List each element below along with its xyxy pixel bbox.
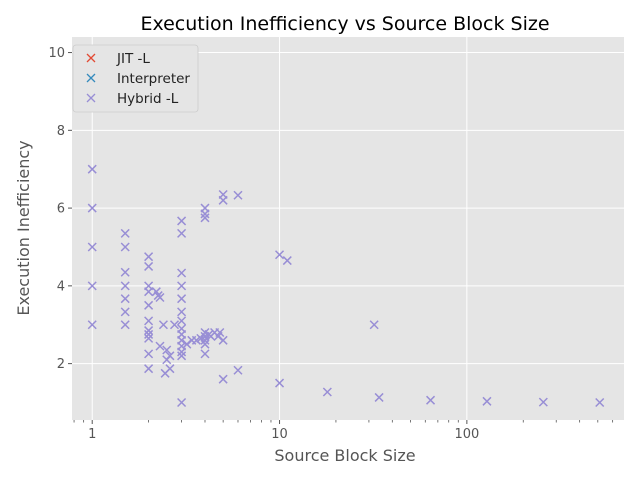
data-point-marker (144, 316, 154, 326)
data-point-marker (282, 256, 292, 266)
data-point-marker (177, 351, 187, 361)
x-tick-label: 100 (454, 427, 479, 442)
data-point-marker (215, 327, 225, 338)
data-point-marker (155, 341, 165, 351)
legend-marker (86, 73, 96, 83)
data-point-marker (218, 374, 228, 384)
data-point-marker (169, 320, 180, 330)
data-point-marker (144, 252, 154, 262)
x-tick-label: 1 (88, 427, 96, 442)
legend-marker (86, 93, 96, 103)
data-point-marker (177, 268, 187, 278)
data-point-marker (120, 320, 130, 330)
data-point-marker (162, 355, 172, 365)
data-point-marker (177, 281, 187, 291)
data-point-marker (177, 316, 187, 326)
legend-marker (86, 53, 96, 63)
data-point-marker (87, 242, 97, 252)
y-tick-label: 4 (57, 279, 65, 294)
y-tick-label: 8 (57, 124, 65, 139)
data-points (87, 164, 605, 408)
data-point-marker (233, 365, 243, 375)
data-point-marker (87, 203, 97, 213)
data-point-marker (120, 281, 130, 291)
data-point-marker (218, 195, 228, 205)
data-point-marker (177, 347, 187, 357)
data-point-marker (218, 335, 228, 345)
data-point-marker (538, 397, 548, 407)
data-point-marker (165, 364, 175, 374)
data-point-marker (155, 292, 165, 303)
y-tick-label: 2 (57, 357, 65, 372)
data-point-marker (144, 326, 154, 336)
x-tick-label: 10 (271, 427, 288, 442)
y-tick-label: 6 (57, 202, 65, 217)
data-point-marker (275, 250, 285, 260)
legend-label: JIT -L (116, 51, 150, 67)
data-point-marker (144, 333, 154, 343)
y-axis-label: Execution Inefficiency (14, 140, 33, 315)
data-point-marker (120, 294, 130, 304)
data-point-marker (177, 216, 187, 226)
data-point-marker (144, 329, 154, 339)
data-point-marker (177, 228, 187, 238)
data-point-marker (87, 281, 97, 291)
data-point-marker (177, 397, 187, 408)
data-point-marker (120, 307, 130, 317)
data-point-marker (177, 307, 187, 317)
data-point-marker (200, 335, 210, 345)
data-point-marker (144, 261, 154, 271)
data-point-marker (200, 349, 210, 359)
data-point-marker (144, 287, 154, 297)
data-point-marker (87, 320, 97, 330)
data-point-marker (144, 349, 154, 359)
legend: JIT -L Interpreter Hybrid -L (72, 44, 199, 113)
data-point-marker (120, 267, 130, 277)
legend-label: Interpreter (117, 71, 190, 87)
x-axis-ticks: 1 10 100 (73, 420, 614, 442)
data-point-marker (177, 294, 187, 304)
data-point-marker (200, 339, 210, 349)
data-point-marker (200, 209, 210, 219)
chart-title: Execution Inefficiency vs Source Block S… (140, 13, 549, 35)
data-point-marker (426, 395, 436, 405)
data-point-marker (322, 387, 332, 397)
data-point-marker (275, 378, 285, 388)
data-point-marker (120, 228, 130, 238)
data-point-marker (200, 213, 210, 223)
y-tick-label: 10 (48, 46, 65, 61)
data-point-marker (374, 392, 384, 402)
data-point-marker (120, 242, 130, 252)
data-point-marker (144, 300, 154, 310)
legend-label: Hybrid -L (117, 91, 179, 107)
data-point-marker (87, 164, 97, 174)
legend-box (72, 44, 199, 113)
data-point-marker (595, 397, 605, 408)
data-point-marker (158, 320, 168, 330)
data-point-marker (144, 364, 154, 374)
data-point-marker (369, 320, 379, 330)
y-axis-ticks: 2 4 6 8 10 (48, 46, 72, 372)
data-point-marker (233, 190, 243, 200)
data-point-marker (162, 345, 172, 355)
x-axis-label: Source Block Size (274, 446, 415, 465)
data-point-marker (482, 396, 492, 406)
